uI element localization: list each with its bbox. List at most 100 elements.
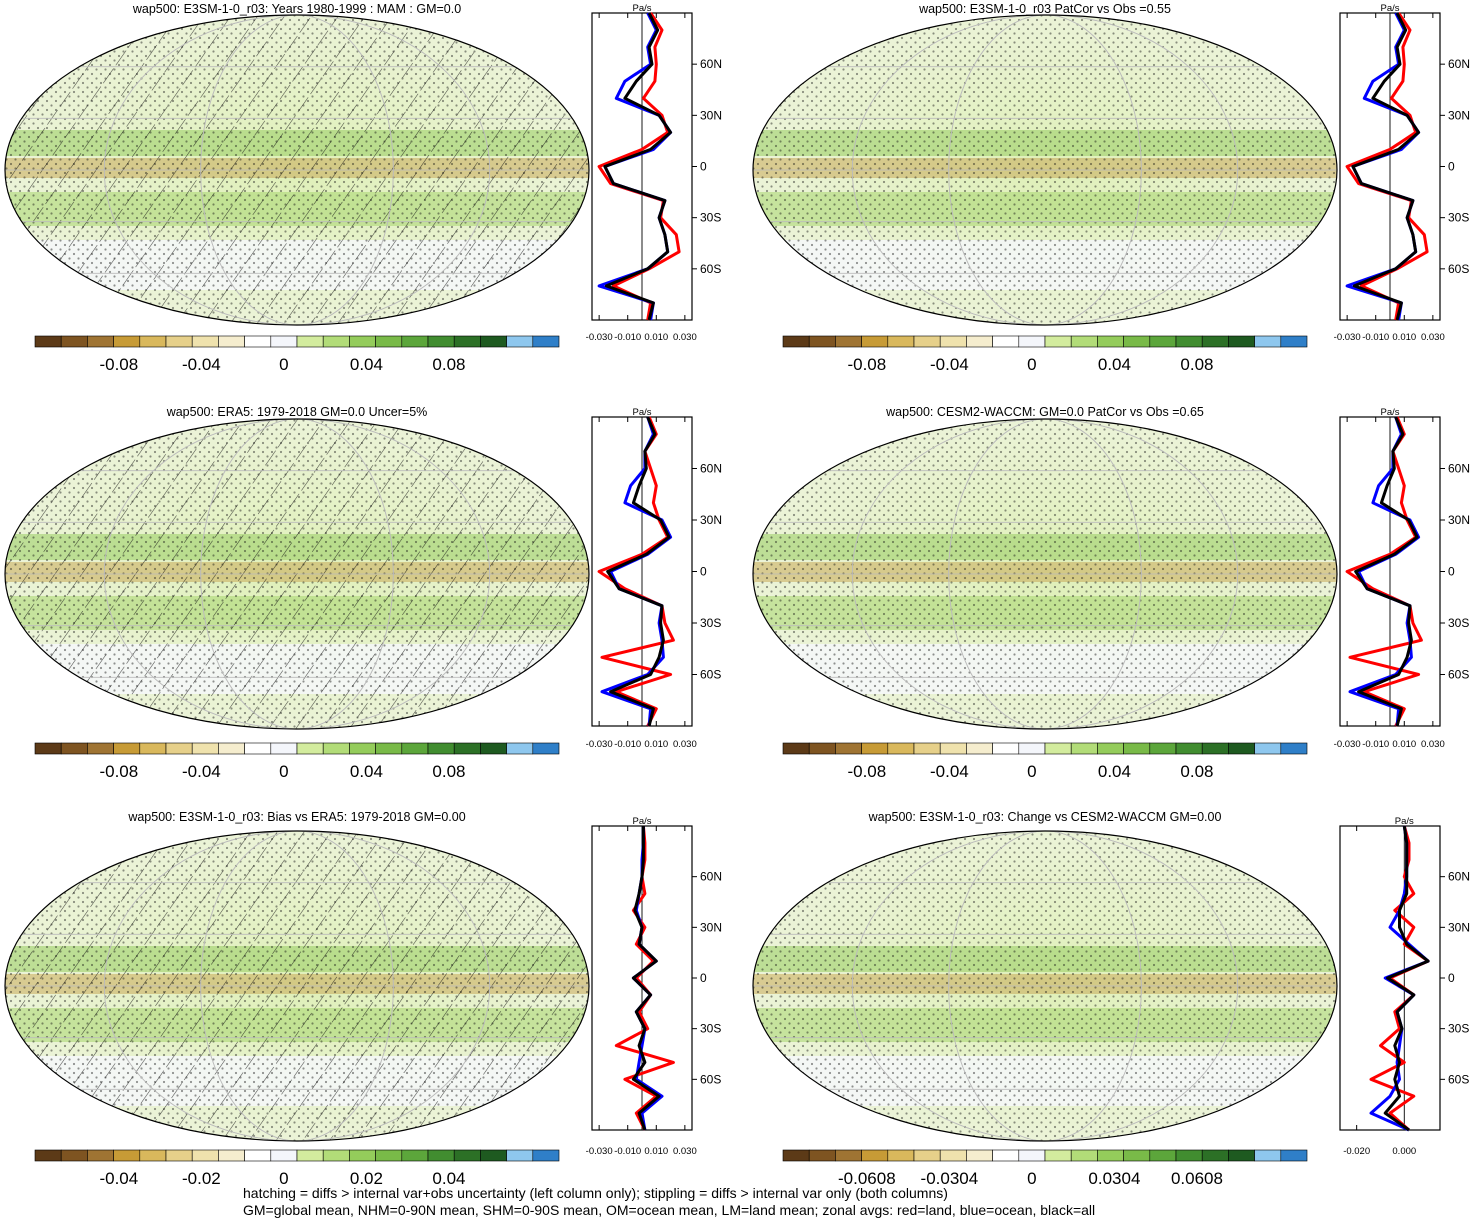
x-tick-label: -0.010 <box>614 332 641 343</box>
colorbar-box <box>322 335 350 348</box>
colorbar-box <box>1175 335 1203 348</box>
colorbar-box <box>401 335 429 348</box>
colorbar-box <box>1254 335 1282 348</box>
map-field <box>5 419 589 729</box>
series-line-all <box>1351 12 1421 321</box>
graticule-lon <box>200 831 394 1141</box>
colorbar: -0.08 -0.04 0 0.04 0.08 <box>34 742 560 781</box>
x-tick-label: -0.010 <box>1362 739 1389 750</box>
colorbar-label: 0.04 <box>1098 355 1131 374</box>
graticule-lon <box>948 15 1142 325</box>
panel-title: wap500: E3SM-1-0_r03 PatCor vs Obs =0.55 <box>918 2 1171 16</box>
profile-unit: Pa/s <box>632 407 651 418</box>
colorbar-box <box>191 742 219 755</box>
colorbar-box <box>939 335 967 348</box>
x-tick-label: 0.000 <box>1392 1146 1416 1157</box>
series-line-land <box>597 416 675 727</box>
series-line-all <box>603 12 673 321</box>
colorbar-box <box>1044 1149 1072 1162</box>
colorbar-box <box>296 742 324 755</box>
colorbar: -0.08 -0.04 0 0.04 0.08 <box>34 335 560 374</box>
colorbar-box <box>966 335 993 348</box>
colorbar-box <box>113 742 141 755</box>
colorbar-box <box>270 335 298 348</box>
profile-unit: Pa/s <box>1380 3 1399 14</box>
x-tick-label: -0.010 <box>614 1146 641 1157</box>
colorbar-label: 0.04 <box>350 762 383 781</box>
x-tick-label: 0.030 <box>673 332 697 343</box>
colorbar-label: 0.08 <box>1180 355 1213 374</box>
colorbar-box <box>218 335 245 348</box>
colorbar-box <box>87 1149 114 1162</box>
colorbar-box <box>1123 742 1151 755</box>
colorbar-box <box>992 742 1020 755</box>
x-tick-label: -0.030 <box>1334 332 1361 343</box>
map-border <box>4 418 590 730</box>
lat-tick-label: 60S <box>700 262 721 276</box>
colorbar-box <box>60 1149 88 1162</box>
panel-1: wap500: E3SM-1-0_r03: Years 1980-1999 : … <box>4 2 722 374</box>
colorbar-box <box>401 1149 429 1162</box>
colorbar-box <box>992 335 1020 348</box>
panel-title: wap500: E3SM-1-0_r03: Years 1980-1999 : … <box>132 2 461 16</box>
graticule-lon <box>103 831 491 1141</box>
series-line-all <box>1354 416 1419 727</box>
colorbar-label: 0.0608 <box>1171 1169 1223 1188</box>
colorbar-label: 0 <box>279 355 288 374</box>
colorbar-box <box>532 1149 560 1162</box>
colorbar-box <box>270 742 298 755</box>
lat-tick-label: 0 <box>1448 160 1455 174</box>
colorbar-box <box>1149 335 1177 348</box>
lat-tick-label: 30N <box>700 108 722 122</box>
lat-tick-label: 30S <box>1448 1022 1469 1036</box>
map-border <box>752 830 1338 1142</box>
graticule-lon <box>200 15 394 325</box>
map-field <box>753 419 1337 729</box>
colorbar-box <box>34 335 62 348</box>
colorbar-box <box>87 742 114 755</box>
colorbar-box <box>506 742 534 755</box>
series-line-land <box>1345 416 1423 727</box>
series-line-land <box>1369 825 1430 1132</box>
lat-tick-label: 0 <box>700 971 707 985</box>
panel-title: wap500: E3SM-1-0_r03: Change vs CESM2-WA… <box>868 810 1222 824</box>
colorbar-box <box>165 335 193 348</box>
panel-5: wap500: E3SM-1-0_r03: Bias vs ERA5: 1979… <box>4 810 722 1188</box>
colorbar-box <box>244 742 272 755</box>
lat-tick-label: 30S <box>1448 211 1469 225</box>
lat-tick-label: 60N <box>700 462 722 476</box>
colorbar-box <box>1097 335 1124 348</box>
x-tick-label: 0.030 <box>1421 332 1445 343</box>
colorbar-label: 0.08 <box>1180 762 1213 781</box>
lat-tick-label: 30N <box>1448 108 1470 122</box>
panel-3: wap500: ERA5: 1979-2018 GM=0.0 Uncer=5% -… <box>4 405 722 781</box>
map-field <box>753 831 1337 1141</box>
lat-tick-label: 60N <box>1448 57 1470 71</box>
colorbar-label: 0 <box>1027 762 1036 781</box>
colorbar-box <box>322 1149 350 1162</box>
colorbar-box <box>191 335 219 348</box>
colorbar-box <box>453 335 481 348</box>
colorbar-box <box>453 742 481 755</box>
colorbar-label: -0.0608 <box>838 1169 896 1188</box>
colorbar-box <box>139 742 167 755</box>
colorbar-box <box>1201 1149 1229 1162</box>
profile-unit: Pa/s <box>632 816 651 827</box>
colorbar-box <box>887 742 915 755</box>
profile-unit: Pa/s <box>1380 407 1399 418</box>
profile-unit: Pa/s <box>1395 816 1414 827</box>
x-tick-label: 0.030 <box>673 739 697 750</box>
lat-tick-label: 60S <box>1448 262 1469 276</box>
colorbar-box <box>913 335 941 348</box>
lat-tick-label: 60N <box>1448 870 1470 884</box>
colorbar-box <box>218 1149 245 1162</box>
profile-unit: Pa/s <box>632 3 651 14</box>
colorbar-box <box>1070 742 1098 755</box>
colorbar-box <box>532 742 560 755</box>
colorbar-label: 0 <box>1027 355 1036 374</box>
map-field <box>753 15 1337 325</box>
colorbar-box <box>506 335 534 348</box>
colorbar-label: -0.04 <box>930 762 969 781</box>
colorbar-box <box>139 1149 167 1162</box>
lat-tick-label: 30S <box>700 211 721 225</box>
